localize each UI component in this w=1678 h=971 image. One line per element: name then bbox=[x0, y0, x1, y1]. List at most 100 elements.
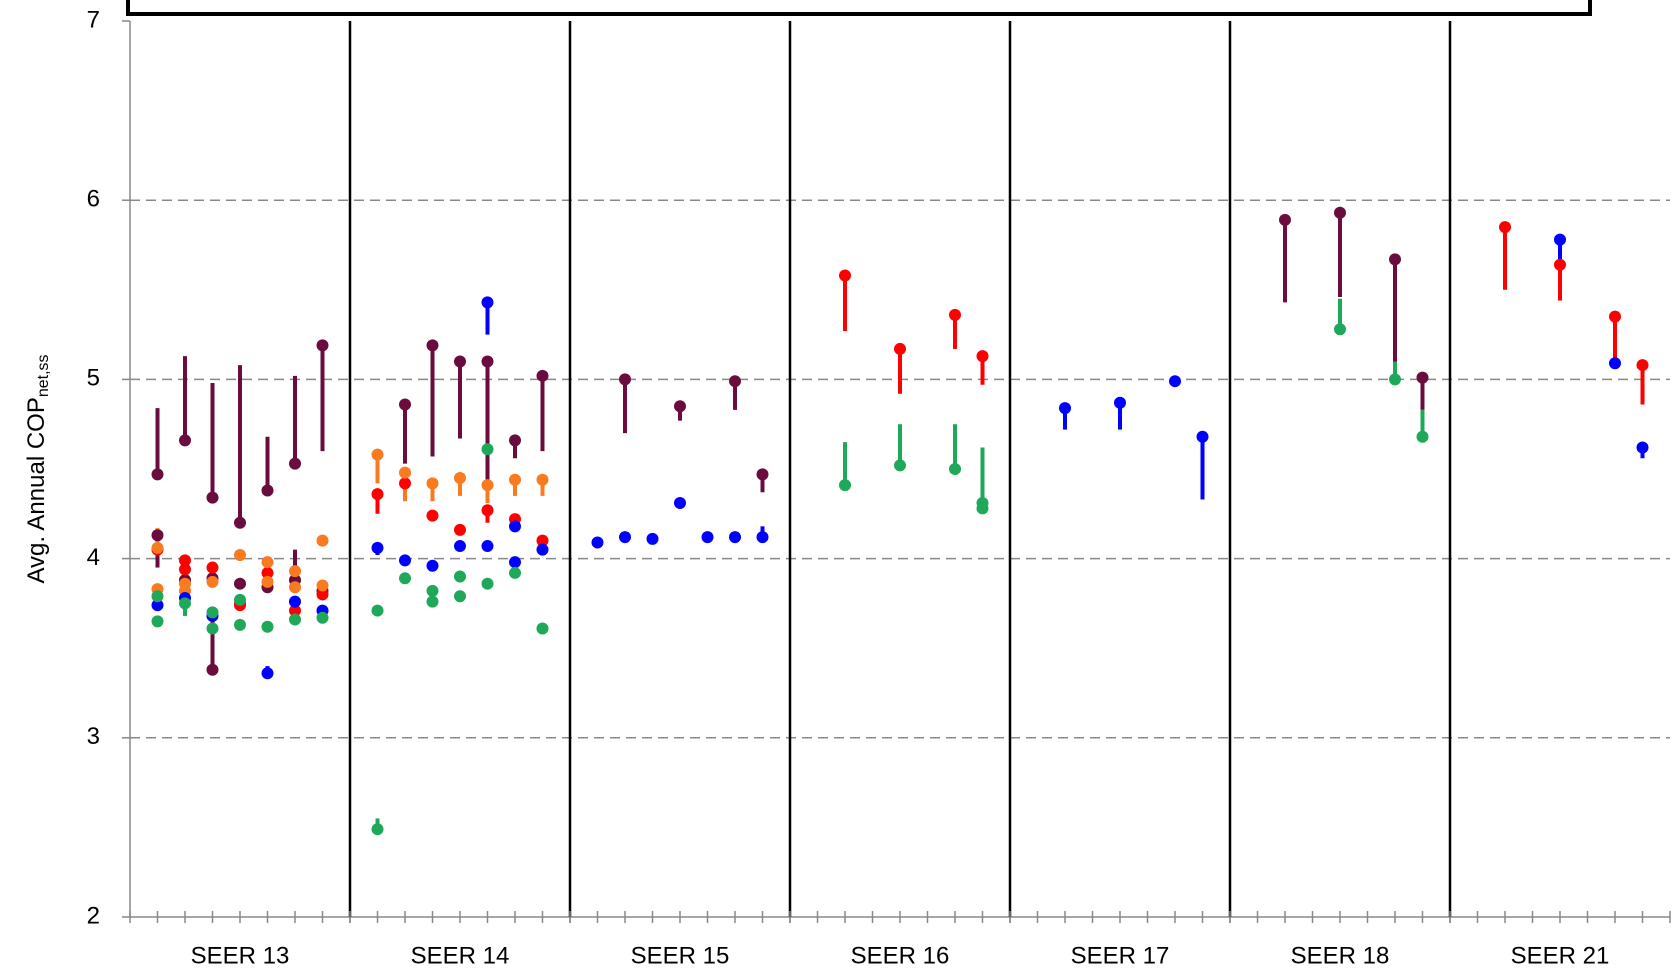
point bbox=[674, 400, 686, 413]
point bbox=[1334, 323, 1346, 336]
point bbox=[316, 611, 329, 624]
point bbox=[1114, 396, 1126, 409]
point bbox=[316, 588, 329, 601]
point bbox=[399, 477, 411, 490]
point bbox=[371, 604, 384, 617]
point bbox=[371, 488, 384, 501]
point bbox=[1609, 357, 1621, 370]
point bbox=[536, 534, 549, 547]
point bbox=[179, 434, 191, 447]
point bbox=[426, 559, 439, 572]
point bbox=[289, 581, 301, 594]
point bbox=[151, 541, 164, 554]
point bbox=[151, 599, 164, 612]
point bbox=[509, 556, 521, 569]
point bbox=[839, 479, 851, 492]
x-tick-label: SEER 17 bbox=[1071, 942, 1170, 969]
point bbox=[316, 339, 329, 352]
point bbox=[261, 575, 274, 588]
point bbox=[509, 520, 521, 533]
y-tick-label: 4 bbox=[87, 544, 100, 571]
point bbox=[591, 536, 604, 549]
point bbox=[646, 532, 659, 545]
point bbox=[481, 540, 494, 553]
point bbox=[399, 572, 411, 585]
y-label-subscript: net,ss bbox=[35, 354, 52, 397]
point bbox=[289, 595, 301, 608]
point bbox=[509, 434, 521, 447]
point bbox=[894, 459, 906, 472]
point bbox=[481, 504, 494, 517]
point bbox=[206, 622, 219, 635]
y-label: Avg. Annual COP bbox=[23, 397, 50, 583]
point bbox=[976, 502, 989, 515]
point bbox=[619, 531, 631, 544]
point bbox=[949, 463, 961, 475]
point bbox=[426, 584, 439, 597]
point bbox=[426, 477, 439, 490]
point bbox=[1554, 233, 1566, 246]
point bbox=[399, 554, 411, 567]
point bbox=[1636, 441, 1649, 454]
point bbox=[454, 590, 466, 603]
point bbox=[371, 448, 384, 461]
point bbox=[949, 308, 961, 321]
point bbox=[151, 529, 164, 542]
point bbox=[206, 491, 219, 504]
point bbox=[1169, 375, 1181, 388]
point bbox=[481, 355, 494, 368]
point bbox=[261, 556, 274, 569]
point bbox=[261, 620, 274, 633]
point bbox=[399, 466, 411, 479]
point bbox=[179, 597, 191, 610]
point bbox=[481, 296, 494, 309]
point bbox=[536, 622, 549, 635]
legend-box bbox=[126, 0, 1592, 16]
point bbox=[206, 663, 219, 676]
point bbox=[151, 590, 164, 603]
point bbox=[454, 570, 466, 583]
x-tick-label: SEER 16 bbox=[851, 942, 950, 969]
point bbox=[729, 375, 741, 388]
point bbox=[1334, 206, 1346, 219]
y-tick-label: 3 bbox=[87, 723, 100, 750]
point bbox=[206, 575, 219, 588]
point bbox=[1059, 402, 1071, 415]
point bbox=[756, 468, 769, 481]
point bbox=[426, 509, 439, 522]
y-tick-label: 6 bbox=[87, 186, 100, 213]
point bbox=[454, 523, 466, 536]
point bbox=[1554, 258, 1566, 271]
point bbox=[261, 484, 274, 497]
point bbox=[1196, 430, 1209, 443]
point bbox=[1499, 221, 1511, 234]
point bbox=[1279, 213, 1291, 226]
point bbox=[536, 543, 549, 556]
x-tick-label: SEER 14 bbox=[411, 942, 510, 969]
point bbox=[289, 457, 301, 470]
point bbox=[701, 531, 714, 544]
point bbox=[206, 606, 219, 619]
point bbox=[289, 565, 301, 578]
point bbox=[1636, 359, 1649, 372]
point bbox=[1609, 310, 1621, 323]
point bbox=[454, 540, 466, 553]
y-tick-label: 7 bbox=[87, 6, 100, 33]
point bbox=[1389, 253, 1401, 266]
point bbox=[481, 479, 494, 492]
point bbox=[234, 549, 246, 562]
point bbox=[371, 823, 384, 836]
point bbox=[1416, 371, 1429, 384]
point bbox=[536, 369, 549, 382]
point bbox=[151, 615, 164, 628]
point bbox=[234, 516, 246, 529]
point bbox=[619, 373, 631, 386]
point bbox=[371, 541, 384, 554]
point bbox=[1389, 373, 1401, 386]
point bbox=[894, 342, 906, 355]
point bbox=[151, 468, 164, 481]
point bbox=[261, 667, 274, 680]
point bbox=[206, 561, 219, 574]
point bbox=[509, 566, 521, 579]
